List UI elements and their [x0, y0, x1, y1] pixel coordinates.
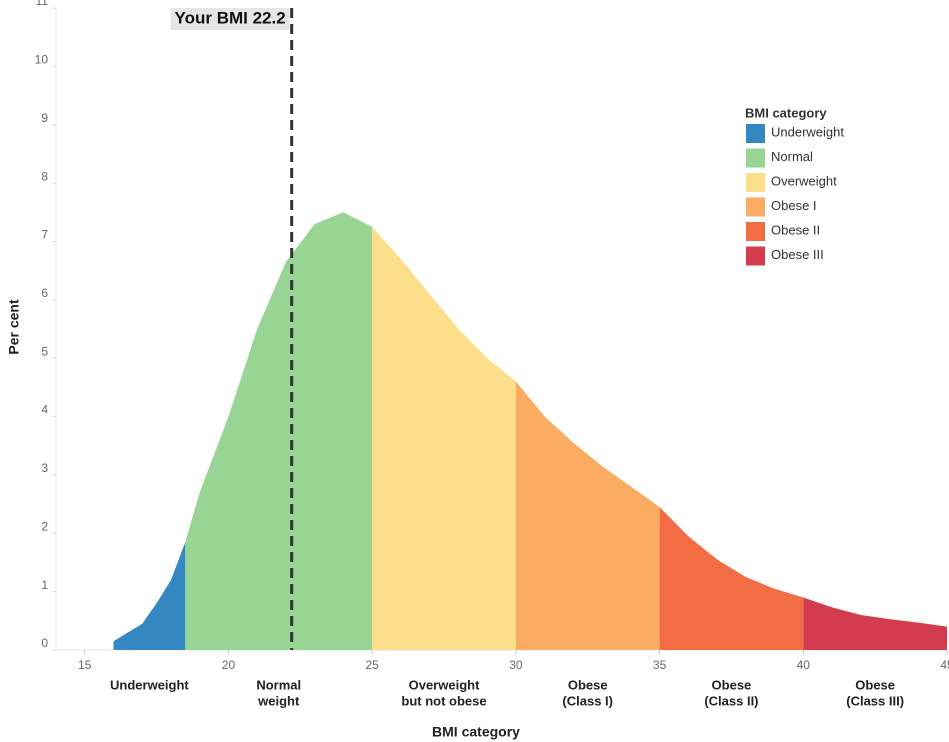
x-tick-label: 30	[509, 658, 523, 672]
y-tick-label: 10	[35, 53, 49, 67]
area-segment	[803, 597, 947, 650]
x-axis-title: BMI category	[432, 724, 520, 740]
legend-label: Obese I	[771, 198, 817, 213]
legend-swatch	[746, 124, 765, 143]
y-tick-label: 2	[41, 519, 48, 533]
category-label: but not obese	[401, 693, 486, 708]
x-tick-label: 25	[365, 658, 379, 672]
legend-swatch	[746, 246, 765, 266]
legend-title: BMI category	[745, 105, 827, 120]
legend-label: Overweight	[771, 173, 837, 188]
category-label: weight	[257, 693, 300, 708]
legend-swatch	[746, 222, 765, 241]
legend-swatch	[746, 148, 765, 168]
y-tick-label: 8	[41, 169, 48, 183]
x-tick-label: 40	[797, 658, 811, 672]
legend-label: Normal	[771, 149, 813, 164]
marker-label-bg	[170, 8, 290, 30]
x-tick-label: 15	[78, 658, 92, 672]
y-tick-label: 11	[36, 0, 49, 8]
y-tick-label: 4	[41, 403, 48, 417]
y-tick-label: 9	[41, 111, 48, 125]
area-segment	[372, 226, 516, 650]
category-label: Underweight	[110, 677, 189, 692]
legend-swatch	[746, 197, 765, 217]
area-segment	[113, 542, 186, 650]
area-segment	[659, 507, 804, 650]
category-label: (Class I)	[562, 693, 613, 708]
category-label: Obese	[568, 677, 608, 692]
x-tick-label: 45	[940, 658, 949, 672]
marker-label: Your BMI 22.2	[175, 8, 286, 27]
category-label: Obese	[855, 677, 895, 692]
x-tick-label: 20	[222, 658, 236, 672]
y-tick-label: 6	[41, 286, 48, 300]
y-axis-title: Per cent	[6, 299, 22, 355]
legend-label: Underweight	[771, 124, 844, 139]
x-tick-label: 35	[653, 658, 667, 672]
y-tick-label: 1	[41, 578, 48, 592]
category-label: Normal	[256, 677, 301, 692]
y-tick-label: 7	[41, 228, 48, 242]
area-segment	[515, 381, 660, 650]
legend-label: Obese III	[771, 247, 824, 262]
y-tick-label: 0	[41, 636, 48, 650]
legend-label: Obese II	[771, 222, 820, 237]
category-label: (Class III)	[846, 693, 904, 708]
category-label: (Class II)	[704, 693, 758, 708]
category-label: Obese	[712, 677, 752, 692]
area-segment	[185, 212, 373, 651]
y-tick-label: 3	[41, 461, 48, 475]
y-tick-label: 5	[41, 344, 48, 358]
category-label: Overweight	[409, 677, 480, 692]
legend-swatch	[746, 173, 765, 192]
